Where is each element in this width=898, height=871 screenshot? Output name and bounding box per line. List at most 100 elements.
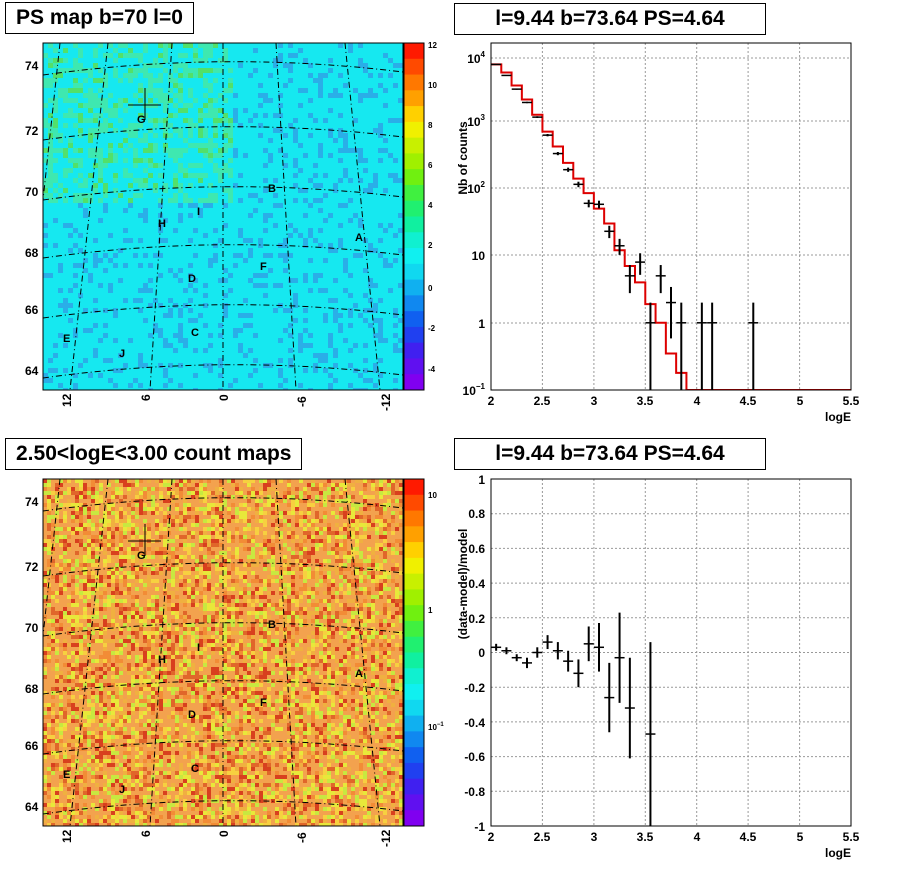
svg-text:6: 6 <box>428 161 433 170</box>
svg-text:-12: -12 <box>379 393 393 411</box>
svg-text:12: 12 <box>60 393 74 407</box>
ps-map-source-labels: G B I H A F D C E J <box>63 114 363 360</box>
residual-point <box>645 642 656 826</box>
svg-text:12: 12 <box>428 41 437 50</box>
svg-text:5: 5 <box>797 394 804 408</box>
svg-text:4.5: 4.5 <box>740 394 757 408</box>
colorbar-segment <box>404 232 424 249</box>
data-point <box>511 88 522 90</box>
colorbar-segment <box>404 358 424 375</box>
source-label-j: J <box>119 348 125 360</box>
data-point <box>583 199 594 208</box>
colorbar-segment <box>404 605 424 622</box>
source-label-c: C <box>191 763 199 775</box>
spectrum-model-series <box>491 63 851 390</box>
source-label-f: F <box>260 261 267 273</box>
residual-point <box>614 612 625 703</box>
svg-text:70: 70 <box>25 185 39 199</box>
svg-text:-2: -2 <box>428 324 436 333</box>
colorbar-segment <box>404 699 424 717</box>
ps-map-pixels <box>43 43 403 390</box>
svg-text:104: 104 <box>467 50 485 66</box>
colorbar-segment <box>404 184 424 202</box>
residual-point <box>491 643 502 651</box>
data-point <box>748 302 759 390</box>
residual-point <box>594 623 604 672</box>
residual-point <box>511 654 522 662</box>
ps-map-coordinate-grid <box>43 43 403 390</box>
colorbar-segment <box>404 668 424 685</box>
colorbar-segment <box>404 747 424 764</box>
colorbar-segment <box>404 263 424 281</box>
svg-text:0: 0 <box>428 284 433 293</box>
data-point <box>552 151 563 156</box>
colorbar-segment <box>404 248 424 265</box>
source-label-i: I <box>197 206 200 218</box>
source-label-i: I <box>197 642 200 654</box>
source-label-d: D <box>188 273 196 285</box>
data-point <box>624 265 635 294</box>
colorbar-segment <box>404 200 424 217</box>
colorbar-segment <box>404 479 424 496</box>
svg-text:68: 68 <box>25 246 39 260</box>
residual-point <box>604 662 615 733</box>
colorbar-segment <box>404 169 424 186</box>
data-point <box>594 200 604 209</box>
spectrum-grid <box>491 43 851 390</box>
colorbar-segment <box>404 652 424 669</box>
source-label-e: E <box>63 769 70 781</box>
colorbar-segment <box>404 620 424 638</box>
svg-text:8: 8 <box>428 121 433 130</box>
count-map-colorbar-ticks: 10 1 10−1 <box>428 491 444 732</box>
data-point <box>655 265 666 294</box>
colorbar-segment <box>404 90 424 107</box>
source-label-e: E <box>63 333 70 345</box>
svg-text:2.5: 2.5 <box>534 394 551 408</box>
colorbar-segment <box>404 762 424 780</box>
residual-point <box>624 657 635 759</box>
residuals-y-label: (data-model)/model <box>456 529 470 640</box>
svg-text:4: 4 <box>694 394 701 408</box>
residual-point <box>563 650 574 672</box>
count-map-title: 2.50<logE<3.00 count maps <box>5 438 303 470</box>
svg-text:0: 0 <box>217 394 231 401</box>
residuals-title: l=9.44 b=73.64 PS=4.64 <box>454 438 766 470</box>
svg-text:-4: -4 <box>428 365 436 374</box>
residual-point <box>542 635 553 650</box>
data-point <box>604 225 615 239</box>
spectrum-x-label: logE <box>825 410 851 424</box>
colorbar-segment <box>404 510 424 527</box>
model-step-line <box>491 63 851 390</box>
data-point <box>645 302 656 390</box>
svg-text:10−1: 10−1 <box>463 382 486 398</box>
count-map-colorbar <box>404 479 424 827</box>
residual-point <box>532 647 543 658</box>
spectrum-title: l=9.44 b=73.64 PS=4.64 <box>454 3 766 35</box>
colorbar-segment <box>404 121 424 139</box>
data-point <box>707 302 718 390</box>
count-map-pixels <box>43 479 403 826</box>
colorbar-segment <box>404 106 424 123</box>
residuals-panel: 10.80.6 0.40.20 -0.2-0.4-0.6 -0.8-1 2 2.5… <box>456 473 860 860</box>
colorbar-segment <box>404 153 424 170</box>
residuals-x-label: logE <box>825 846 851 860</box>
residual-point <box>501 647 512 655</box>
spectrum-y-label: Nb of counts <box>456 121 470 195</box>
data-point <box>635 253 646 275</box>
svg-text:1: 1 <box>478 317 485 331</box>
colorbar-segment <box>404 342 424 359</box>
source-label-g: G <box>137 550 146 562</box>
ps-map-title: PS map b=70 l=0 <box>5 2 194 34</box>
svg-text:-6: -6 <box>295 396 309 407</box>
colorbar-segment <box>404 794 424 811</box>
residuals-x-ticks: 2 2.5 3 3.5 4 4.5 5 5.5 <box>488 830 860 844</box>
count-map-coordinate-grid <box>43 479 403 826</box>
residuals-grid <box>491 479 851 826</box>
source-label-c: C <box>191 327 199 339</box>
colorbar-segment <box>404 494 424 512</box>
colorbar-segment <box>404 137 424 154</box>
svg-text:6: 6 <box>139 394 153 401</box>
svg-text:3.5: 3.5 <box>637 394 654 408</box>
